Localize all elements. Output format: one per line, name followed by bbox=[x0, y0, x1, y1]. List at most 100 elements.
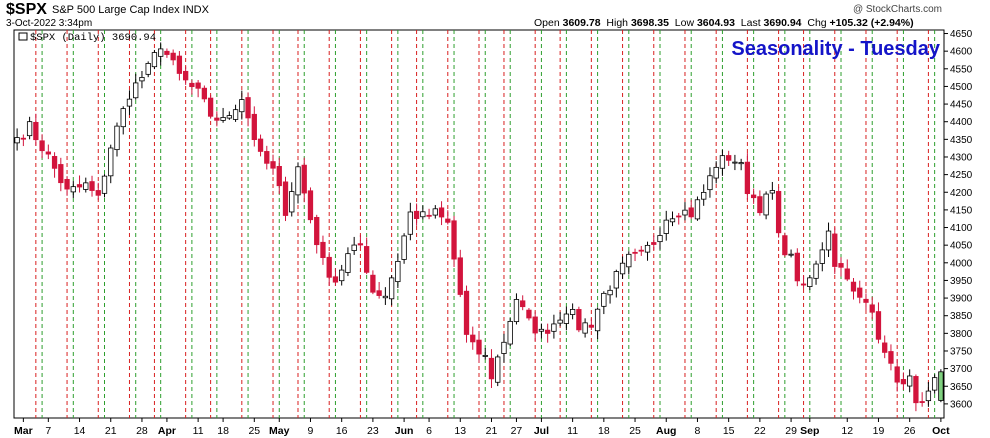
candle-body bbox=[232, 109, 239, 120]
candle-body bbox=[688, 207, 694, 218]
candle-body bbox=[495, 356, 501, 383]
legend-swatch-icon bbox=[18, 32, 28, 41]
candle-body bbox=[64, 179, 70, 190]
x-axis: Mar 7 14 21 28 Apr 11 18 25 May 9 16 23 Jun 6 13 21 27 Jul… bbox=[14, 418, 950, 437]
x-tick-label: Sep bbox=[800, 425, 819, 437]
x-tick-label: 25 bbox=[248, 425, 260, 437]
y-axis: 3600 3650 3700 3750 3800 3850 3900 3950 4000 4050… bbox=[944, 29, 973, 410]
candle-body bbox=[913, 376, 919, 404]
candle-body bbox=[800, 283, 807, 286]
candle-body bbox=[788, 253, 794, 256]
candle-body bbox=[576, 309, 582, 331]
candle-body bbox=[794, 252, 800, 282]
y-tick-label: 4300 bbox=[950, 152, 973, 163]
candle-body bbox=[775, 190, 782, 234]
high-value: 3698.35 bbox=[630, 17, 669, 29]
candle-body bbox=[594, 308, 601, 332]
y-tick-label: 3950 bbox=[950, 276, 973, 287]
candle-body bbox=[601, 292, 607, 307]
candle-body bbox=[345, 253, 351, 273]
ohlc-readout: Open 3609.78 High 3698.35 Low 3604.93 La… bbox=[534, 17, 914, 29]
candle-body bbox=[201, 87, 208, 100]
candle-body bbox=[282, 181, 289, 216]
candle-body bbox=[850, 281, 857, 292]
candle-body bbox=[607, 289, 613, 296]
candle-body bbox=[657, 235, 663, 243]
candle-body bbox=[875, 311, 882, 340]
y-tick-label: 4000 bbox=[950, 258, 973, 269]
candle-body bbox=[719, 155, 726, 169]
candle-body bbox=[270, 161, 276, 169]
candle-body bbox=[931, 377, 938, 391]
x-tick-label: May bbox=[269, 425, 290, 437]
watermark: @ StockCharts.com bbox=[852, 4, 942, 15]
candle-body bbox=[807, 277, 813, 287]
y-tick-label: 3700 bbox=[950, 364, 973, 375]
candle-body bbox=[420, 211, 426, 218]
candle-body bbox=[364, 246, 370, 273]
candle-body bbox=[613, 271, 619, 289]
candle-body bbox=[413, 210, 420, 219]
candle-body bbox=[476, 339, 482, 355]
high-label: High bbox=[606, 17, 629, 29]
legend-text: $SPX (Daily) 3690.94 bbox=[30, 32, 156, 44]
candle-body bbox=[395, 260, 401, 283]
x-tick-label: 21 bbox=[105, 425, 117, 437]
candle-body bbox=[744, 161, 751, 194]
x-tick-label: Jun bbox=[395, 425, 414, 437]
candle-body bbox=[763, 193, 769, 216]
candle-body bbox=[888, 351, 894, 364]
x-tick-label: 11 bbox=[193, 425, 204, 437]
y-tick-label: 3600 bbox=[950, 399, 973, 410]
x-tick-label: 29 bbox=[785, 425, 797, 437]
candle-body bbox=[900, 379, 907, 385]
candle-body bbox=[638, 249, 644, 252]
candle-body bbox=[701, 191, 707, 200]
y-tick-label: 4050 bbox=[950, 241, 973, 252]
chg-value: +105.32 (+2.94%) bbox=[829, 17, 914, 29]
candle-body bbox=[320, 241, 326, 259]
chart-date: 3-Oct-2022 3:34pm bbox=[6, 18, 93, 29]
candle-body bbox=[58, 164, 64, 184]
candle-body bbox=[376, 290, 382, 296]
candle-body bbox=[133, 82, 139, 99]
y-tick-label: 4150 bbox=[950, 205, 973, 216]
candle-body bbox=[339, 269, 345, 282]
candle-body bbox=[894, 366, 900, 383]
chart-header: $SPX S&P 500 Large Cap Index INDX 3-Oct-… bbox=[0, 0, 990, 30]
candle-body bbox=[757, 196, 763, 214]
candle-body bbox=[557, 319, 563, 324]
x-tick-label: 14 bbox=[74, 425, 86, 437]
candle-body bbox=[151, 52, 158, 68]
candle-body bbox=[276, 166, 282, 187]
symbol-label: $SPX bbox=[6, 1, 47, 18]
candle-body bbox=[382, 295, 389, 299]
y-tick-label: 4550 bbox=[950, 64, 973, 75]
candle-body bbox=[176, 55, 183, 74]
candle-body bbox=[83, 182, 89, 190]
candle-body bbox=[289, 191, 295, 213]
candle-body bbox=[307, 190, 314, 221]
candle-body bbox=[501, 341, 507, 354]
x-tick-label: 18 bbox=[598, 425, 610, 437]
candle-body bbox=[507, 320, 513, 345]
open-label: Open bbox=[534, 17, 560, 29]
candle-body bbox=[158, 48, 164, 57]
candle-body bbox=[264, 151, 270, 164]
candle-body bbox=[182, 70, 189, 81]
candle-body bbox=[426, 214, 432, 217]
candle-body bbox=[782, 235, 788, 256]
candle-body bbox=[551, 323, 557, 332]
x-tick-label: 23 bbox=[367, 425, 379, 437]
candle-body bbox=[750, 194, 757, 199]
candle-body bbox=[488, 357, 495, 380]
candle-body bbox=[314, 216, 320, 246]
x-tick-label: Oct bbox=[932, 425, 950, 437]
low-label: Low bbox=[674, 17, 695, 29]
candle-body bbox=[370, 274, 376, 293]
candle-body bbox=[819, 249, 825, 264]
legend: $SPX (Daily) 3690.94 bbox=[18, 32, 156, 44]
candle-body bbox=[26, 121, 33, 137]
candle-body bbox=[863, 298, 869, 303]
